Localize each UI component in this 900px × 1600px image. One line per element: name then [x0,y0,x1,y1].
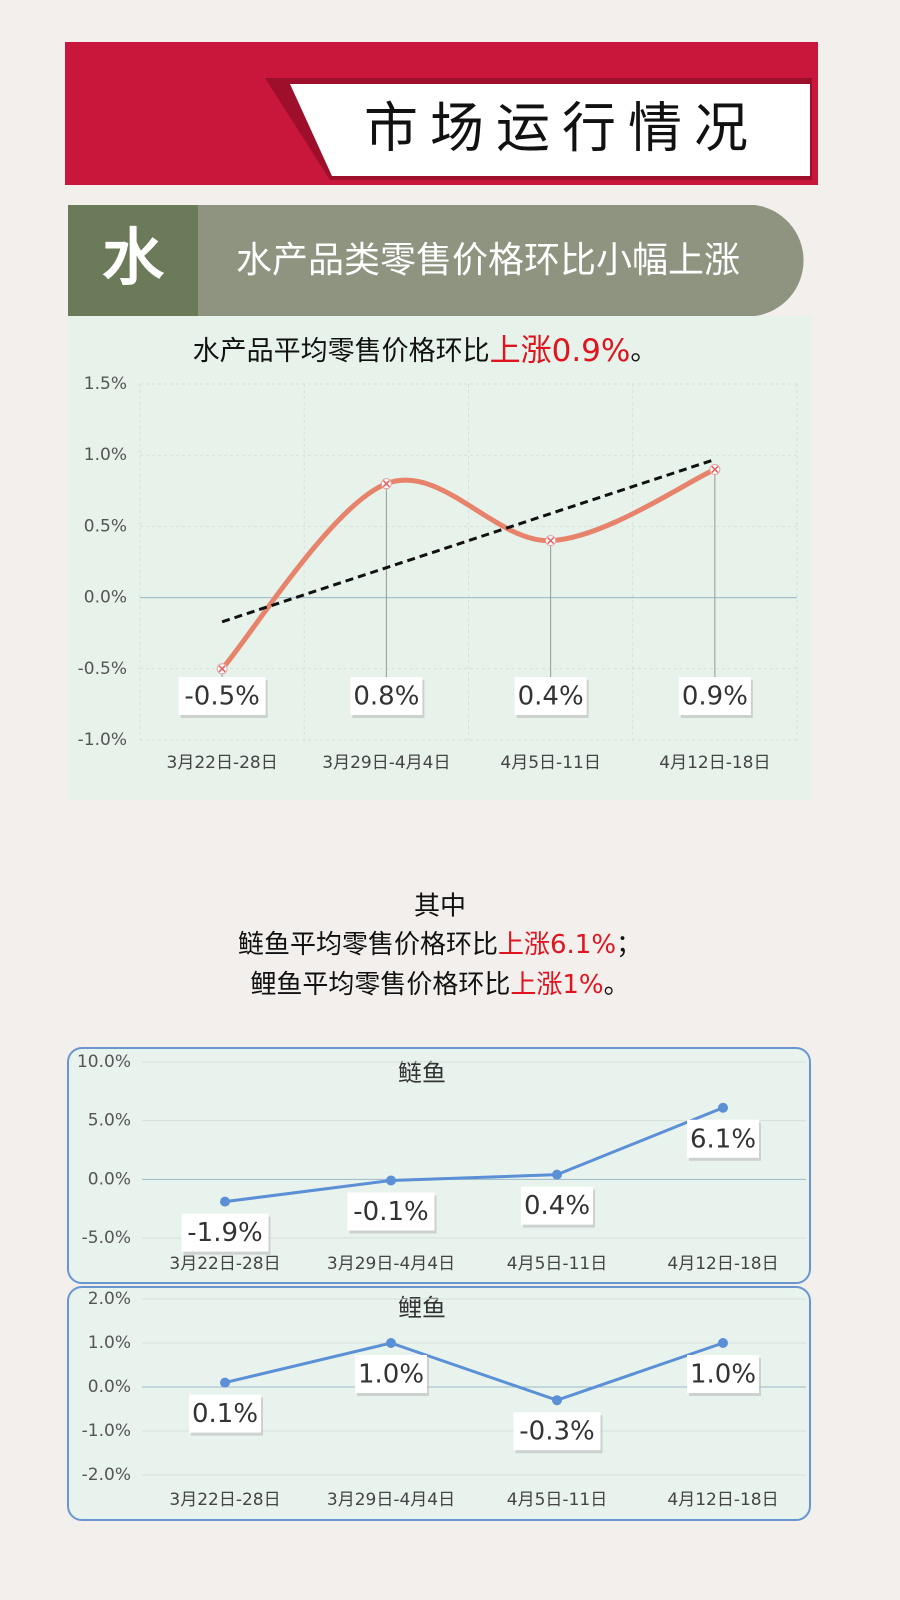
section-subtitle: 水产品类零售价格环比小幅上涨 [236,240,740,281]
label-box [189,1394,261,1433]
data-label: -1.9% [187,1218,262,1248]
chart-title: 鲤鱼 [398,1294,446,1322]
y-tick-label: 0.5% [84,516,127,536]
y-tick-label: -1.0% [78,730,127,750]
y-tick-label: -2.0% [82,1465,131,1485]
series-line [220,467,716,671]
data-label: 6.1% [690,1124,756,1154]
y-tick-label: 0.0% [88,1377,131,1397]
data-label: 0.9% [682,682,748,712]
label-box [521,1186,593,1225]
label-box [350,677,423,715]
marker-x [382,480,390,488]
y-tick-label: 0.0% [88,1169,131,1189]
marker-x [218,665,226,673]
chart-title: 水产品平均零售价格环比上涨0.9%。 [193,333,658,369]
marker-x [711,465,719,473]
data-label: -0.5% [184,682,259,712]
label-box [678,677,751,715]
label-box [513,1412,601,1451]
label-box [514,677,587,715]
label-box [347,1192,435,1231]
badge: 水 [102,221,165,294]
x-tick-label: 3月22日-28日 [167,753,278,773]
y-tick-label: 1.5% [84,374,127,394]
x-tick-label: 4月12日-18日 [659,753,770,773]
note-end: 。 [604,970,630,1000]
x-tick-label: 3月22日-28日 [169,1254,280,1274]
title-end: 。 [630,336,657,367]
note-text: 鲤鱼平均零售价格环比 [250,970,510,1000]
note-end: ； [616,930,642,960]
label-box [181,1213,269,1252]
label-box [178,677,266,715]
x-tick-label: 3月22日-28日 [169,1490,280,1510]
y-tick-label: -0.5% [78,659,127,679]
data-label: 0.4% [524,1191,590,1221]
x-tick-label: 3月29日-4月4日 [327,1254,455,1274]
marker-x [547,537,555,545]
x-tick-label: 4月12日-18日 [667,1254,778,1274]
marker [718,1338,728,1348]
x-tick-label: 4月5日-11日 [507,1490,607,1510]
marker [709,463,721,475]
section-bar [68,205,804,316]
title-highlight: 上涨0.9% [490,333,631,369]
data-label: -0.1% [353,1197,428,1227]
y-tick-label: 10.0% [77,1052,131,1072]
note-line: 鲢鱼平均零售价格环比上涨6.1%； [238,930,642,960]
marker [552,1395,562,1406]
x-tick-label: 4月12日-18日 [667,1490,778,1510]
y-tick-label: 0.0% [84,588,127,608]
chart-panel [68,316,812,800]
data-label: 0.8% [353,682,419,712]
data-label: 0.4% [518,682,584,712]
series-line [224,1106,724,1204]
y-tick-label: -5.0% [82,1228,131,1248]
label-box [355,1355,427,1393]
data-label: -0.3% [519,1417,594,1447]
data-label: 1.0% [690,1360,756,1390]
trendline [221,458,716,624]
marker [220,1196,230,1207]
note-highlight: 上涨6.1% [498,930,616,960]
y-tick-label: 1.0% [84,445,127,465]
page-title: 市场运行情况 [364,97,760,160]
chart-frame [67,1286,811,1521]
note-line: 鲤鱼平均零售价格环比上涨1%。 [250,970,629,1000]
x-tick-label: 4月5日-11日 [507,1254,607,1274]
title-text: 水产品平均零售价格环比 [193,336,490,367]
y-tick-label: 1.0% [88,1333,131,1353]
chart-title: 鲢鱼 [398,1059,446,1087]
data-label: 1.0% [358,1360,424,1390]
marker [545,535,557,547]
label-box [687,1355,759,1393]
title-box [290,84,810,176]
y-tick-label: 5.0% [88,1111,131,1131]
marker [386,1175,396,1186]
marker [386,1338,396,1348]
x-tick-label: 3月29日-4月4日 [322,753,450,773]
marker [718,1102,728,1113]
y-tick-label: 2.0% [88,1289,131,1309]
marker [380,478,392,490]
y-tick-label: -1.0% [82,1421,131,1441]
badge-box [68,205,198,316]
label-box [687,1119,759,1158]
series-line [224,1341,724,1402]
x-tick-label: 4月5日-11日 [500,753,600,773]
marker [552,1169,562,1180]
marker [220,1377,230,1388]
marker [216,663,228,675]
note-text: 鲢鱼平均零售价格环比 [238,930,498,960]
note-intro: 其中 [414,892,466,922]
note-highlight: 上涨1% [510,970,603,1000]
x-tick-label: 3月29日-4月4日 [327,1490,455,1510]
data-label: 0.1% [192,1399,258,1429]
